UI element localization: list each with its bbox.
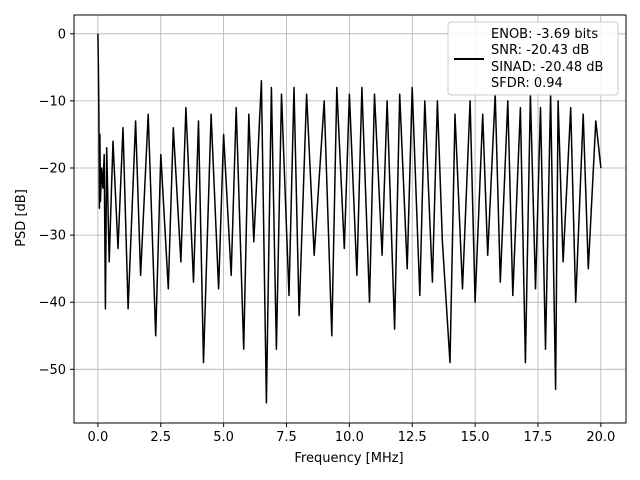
- y-tick-label: −10: [39, 94, 66, 109]
- x-tick-label: 5.0: [213, 430, 234, 445]
- legend: ENOB: -3.69 bits SNR: -20.43 dB SINAD: -…: [447, 21, 619, 96]
- legend-sfdr: SFDR: 0.94: [491, 76, 563, 91]
- x-tick-label: 12.5: [398, 430, 427, 445]
- x-tick-label: 2.5: [150, 430, 171, 445]
- plot-frame: [73, 14, 627, 424]
- y-tick-label: −30: [39, 229, 66, 244]
- legend-enob: ENOB: -3.69 bits: [491, 27, 598, 42]
- y-tick-label: −40: [39, 296, 66, 311]
- x-tick-label: 7.5: [276, 430, 297, 445]
- legend-snr: SNR: -20.43 dB: [491, 43, 589, 58]
- psd-series: [97, 33, 602, 404]
- y-tick-label: −20: [39, 162, 66, 177]
- x-axis-ticks: 0.0 2.5 5.0 7.5 10.0 12.5 15.0 17.5 20.0: [88, 423, 615, 445]
- y-axis-label: PSD [dB]: [14, 189, 29, 247]
- legend-sinad: SINAD: -20.48 dB: [491, 60, 603, 75]
- y-tick-label: −50: [39, 363, 66, 378]
- x-tick-label: 15.0: [461, 430, 490, 445]
- psd-line: [97, 33, 602, 404]
- y-axis-ticks: 0 −10 −20 −30 −40 −50: [39, 27, 74, 378]
- x-tick-label: 20.0: [586, 430, 615, 445]
- y-tick-label: 0: [58, 27, 66, 42]
- x-tick-label: 10.0: [335, 430, 364, 445]
- legend-box: [447, 21, 619, 96]
- x-tick-label: 17.5: [524, 430, 553, 445]
- x-tick-label: 0.0: [88, 430, 109, 445]
- x-axis-label: Frequency [MHz]: [294, 451, 403, 466]
